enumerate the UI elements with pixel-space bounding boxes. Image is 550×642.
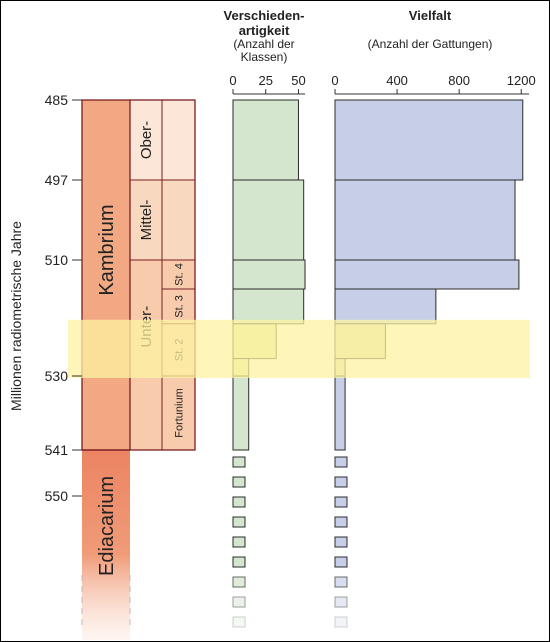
panel-title: Verschieden-artigkeit [224,8,305,38]
panel-title: Vielfalt [409,8,452,23]
series-label: Ober- [138,121,155,159]
bar [334,375,346,451]
bar [232,288,305,325]
precambrian-marker [232,496,246,508]
system-kambrium [82,100,130,450]
bar [232,259,306,290]
precambrian-marker [232,476,246,488]
panel-subtitle: (Anzahl der Klassen) [233,37,294,64]
y-tick-label: 510 [45,252,69,268]
stage-block [161,375,196,451]
bar [232,179,305,261]
x-tick-label: 800 [448,73,470,88]
y-tick-label: 485 [45,92,69,108]
precambrian-marker [334,596,348,608]
bar [334,99,524,181]
stage-block [161,259,196,290]
bar [232,99,299,181]
precambrian-marker [232,596,246,608]
precambrian-marker [334,556,348,568]
bar [334,288,437,325]
precambrian-marker [334,456,348,468]
x-tick-label: 0 [331,73,338,88]
stage-label: Fortunium [174,388,186,438]
precambrian-marker [232,536,246,548]
x-tick-label: 0 [229,73,236,88]
precambrian-marker [232,456,246,468]
x-tick-label: 25 [258,73,272,88]
precambrian-marker [232,576,246,588]
system-label-ediacarium: Ediacarium [96,476,118,576]
precambrian-marker [334,576,348,588]
system-label-kambrium: Kambrium [96,204,118,295]
x-tick-label: 1200 [507,73,536,88]
precambrian-marker [334,516,348,528]
precambrian-marker [334,476,348,488]
y-axis-label: Millionen radiometrische Jahre [8,221,24,411]
series-label: Mittel- [138,200,155,241]
precambrian-marker [232,616,246,628]
y-tick-label: 550 [45,488,69,504]
system-ediacarium [82,450,130,640]
precambrian-marker [334,536,348,548]
bar [334,259,520,290]
y-tick-label: 541 [45,442,69,458]
stage-block [161,288,196,325]
highlight-band [68,319,530,378]
bar [232,375,250,451]
x-tick-label: 400 [386,73,408,88]
bar [334,179,516,261]
panel-subtitle: (Anzahl der Gattungen) [368,37,493,51]
stage-label: St. 4 [174,263,186,286]
stage-label: St. 3 [174,295,186,318]
y-tick-label: 530 [45,368,69,384]
precambrian-marker [232,516,246,528]
precambrian-marker [334,496,348,508]
precambrian-marker [232,556,246,568]
column-outline [81,99,196,451]
x-tick-label: 50 [291,73,305,88]
y-tick-label: 497 [45,172,69,188]
precambrian-marker [334,616,348,628]
